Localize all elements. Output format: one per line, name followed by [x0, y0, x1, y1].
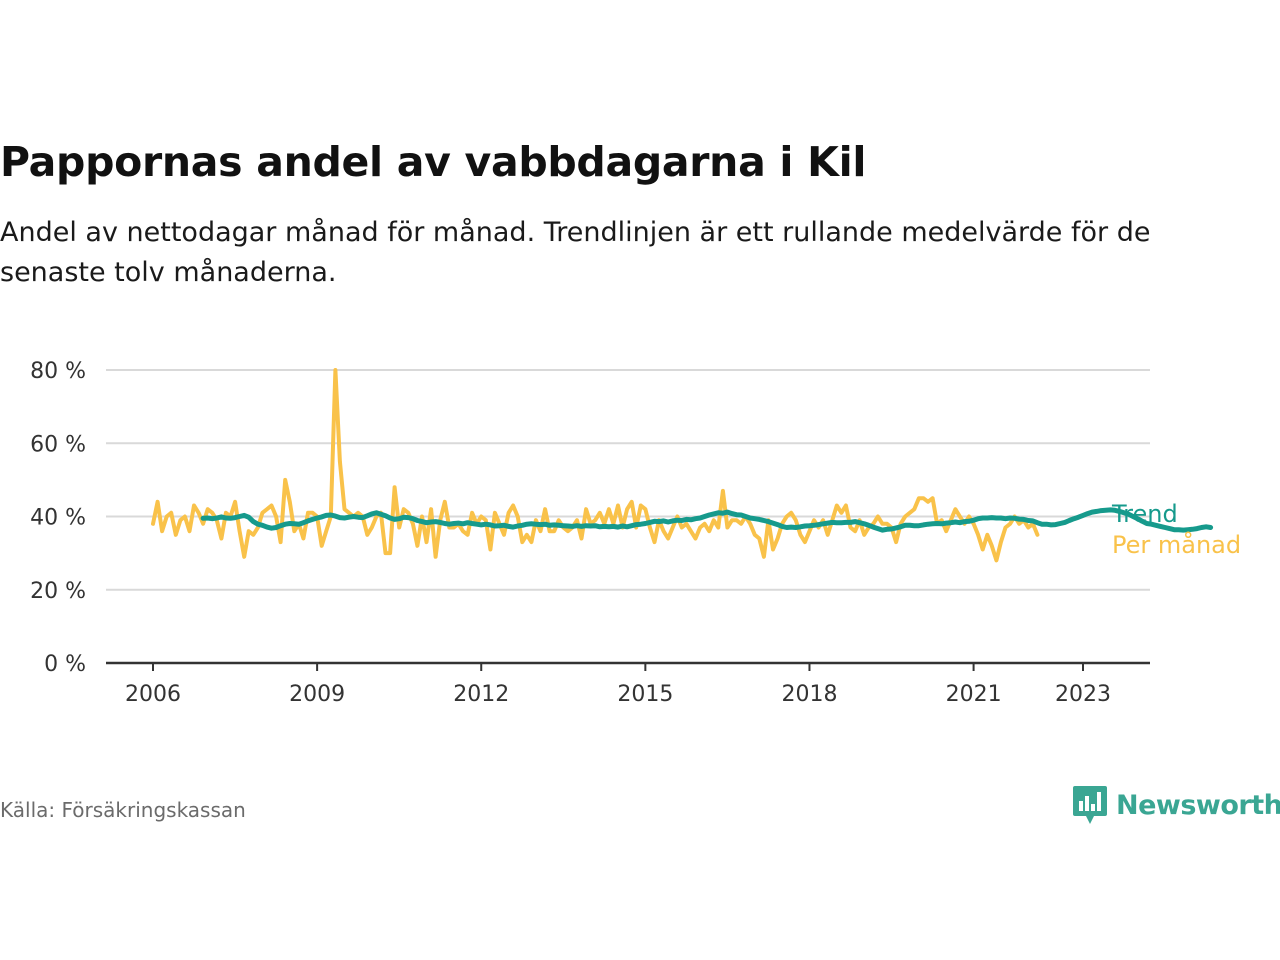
line-chart: 0 % 20 % 40 % 60 % 80 % 2006 2009 2012 2015 2018…	[30, 359, 1241, 707]
source-note: Källa: Försäkringskassan	[0, 798, 246, 822]
chart-title: Pappornas andel av vabbdagarna i Kil	[0, 138, 867, 186]
x-tick-label: 2018	[781, 682, 837, 707]
y-tick-label: 0 %	[44, 652, 86, 677]
x-tick-label: 2012	[453, 682, 509, 707]
newsworthy-logo[interactable]: Newsworthy	[1072, 784, 1280, 826]
x-tick-label: 2009	[289, 682, 345, 707]
y-tick-label: 40 %	[30, 506, 86, 531]
trend-line	[200, 507, 1214, 533]
logo-name: Newsworthy	[1116, 789, 1280, 821]
data-lines	[151, 368, 1214, 563]
x-tick-label: 2006	[125, 682, 181, 707]
y-axis-ticks: 0 % 20 % 40 % 60 % 80 %	[30, 359, 86, 677]
x-axis: 2006 2009 2012 2015 2018 2021 2023	[106, 661, 1150, 707]
chart-subtitle: Andel av nettodagar månad för månad. Tre…	[0, 217, 1151, 288]
newsworthy-logo-icon	[1073, 786, 1107, 824]
legend-label-trend: Trend	[1111, 500, 1178, 528]
gridlines	[106, 369, 1150, 591]
y-tick-label: 80 %	[30, 359, 86, 384]
y-tick-label: 60 %	[30, 432, 86, 457]
monthly-line	[151, 368, 1040, 563]
x-tick-label: 2023	[1055, 682, 1111, 707]
y-tick-label: 20 %	[30, 579, 86, 604]
x-tick-label: 2021	[946, 682, 1002, 707]
legend-label-monthly: Per månad	[1112, 530, 1241, 559]
x-tick-label: 2015	[617, 682, 673, 707]
